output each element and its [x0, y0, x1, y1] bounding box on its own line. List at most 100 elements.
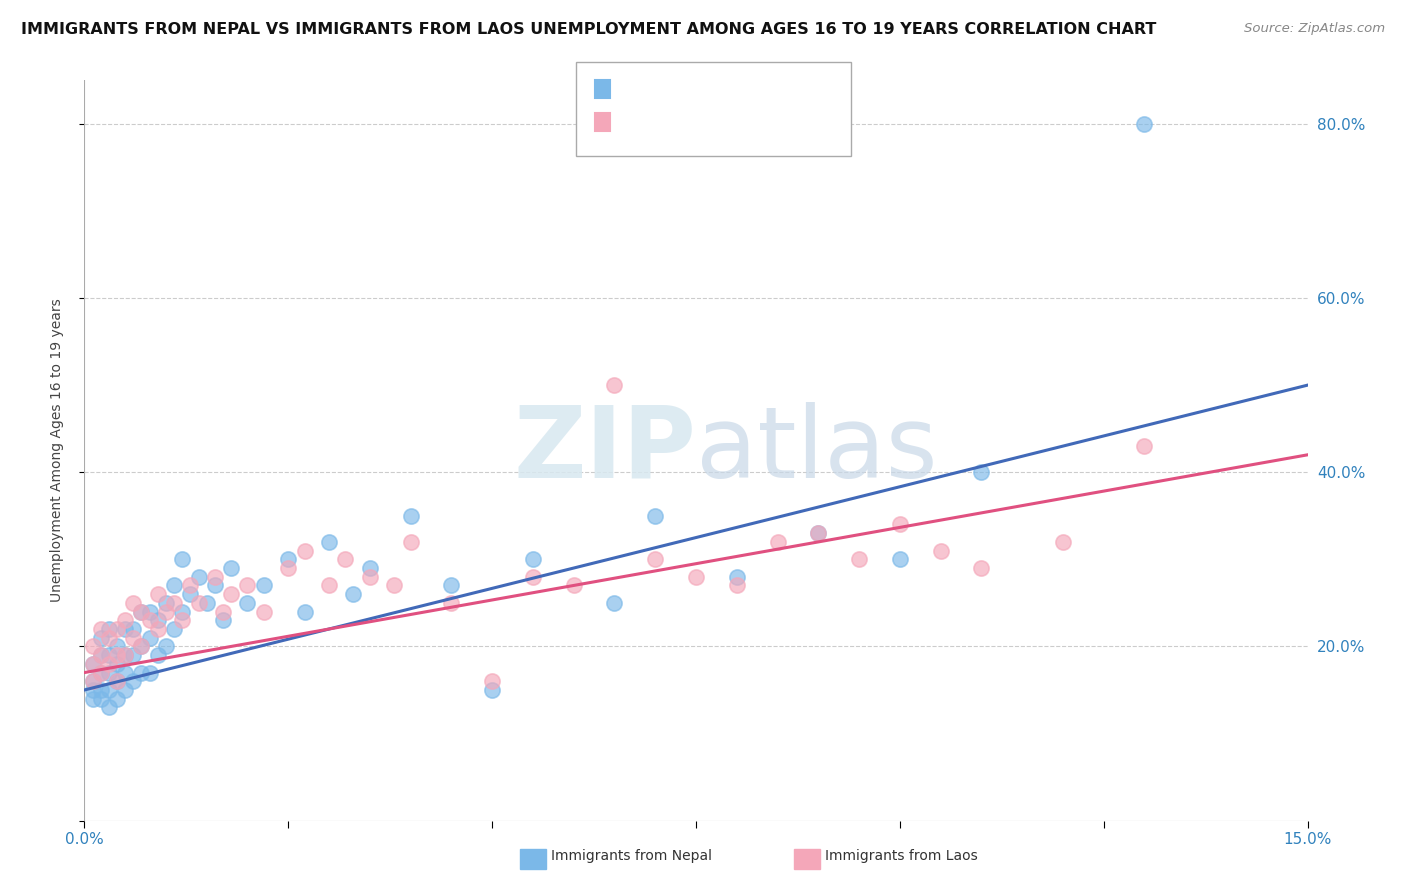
Point: [807, 526, 830, 541]
Point: [440, 578, 463, 592]
Point: [131, 640, 153, 654]
Point: [131, 605, 153, 619]
Point: [481, 683, 503, 698]
Text: ZIP: ZIP: [513, 402, 696, 499]
Point: [90, 631, 112, 645]
Point: [970, 465, 993, 479]
Point: [562, 578, 585, 592]
Point: [277, 561, 299, 575]
Text: Immigrants from Nepal: Immigrants from Nepal: [551, 849, 713, 863]
Point: [318, 535, 340, 549]
Text: 0.265: 0.265: [654, 116, 706, 134]
Point: [172, 613, 194, 627]
Point: [97, 683, 120, 698]
Point: [82, 657, 104, 671]
Point: [138, 665, 160, 680]
Point: [122, 648, 145, 662]
Point: [277, 552, 299, 566]
Point: [146, 587, 169, 601]
Point: [195, 596, 218, 610]
Point: [114, 648, 136, 662]
Point: [179, 578, 201, 592]
Point: [82, 657, 104, 671]
Point: [82, 640, 104, 654]
Point: [219, 587, 242, 601]
Text: Immigrants from Laos: Immigrants from Laos: [825, 849, 979, 863]
Point: [204, 570, 226, 584]
Point: [294, 543, 316, 558]
Point: [122, 622, 145, 636]
Point: [399, 535, 422, 549]
Point: [114, 648, 136, 662]
Point: [97, 665, 120, 680]
Point: [382, 578, 405, 592]
Point: [603, 596, 626, 610]
Text: atlas: atlas: [696, 402, 938, 499]
Point: [212, 613, 235, 627]
Text: 0.335: 0.335: [654, 83, 706, 101]
Text: R =: R =: [620, 83, 657, 101]
Point: [644, 508, 666, 523]
Point: [236, 596, 259, 610]
Point: [146, 622, 169, 636]
Point: [1052, 535, 1074, 549]
Point: [90, 683, 112, 698]
Point: [1133, 439, 1156, 453]
Point: [359, 561, 381, 575]
Point: [155, 640, 177, 654]
Point: [253, 578, 276, 592]
Text: N =: N =: [709, 116, 756, 134]
Point: [105, 622, 128, 636]
Point: [105, 657, 128, 671]
Point: [105, 674, 128, 689]
Point: [603, 378, 626, 392]
Point: [114, 665, 136, 680]
Point: [929, 543, 952, 558]
Point: [163, 578, 186, 592]
Text: R =: R =: [620, 116, 657, 134]
Point: [179, 587, 201, 601]
Point: [90, 691, 112, 706]
Point: [725, 578, 748, 592]
Point: [146, 613, 169, 627]
Point: [236, 578, 259, 592]
Point: [725, 570, 748, 584]
Point: [146, 648, 169, 662]
Point: [90, 622, 112, 636]
Point: [522, 570, 544, 584]
Point: [359, 570, 381, 584]
Point: [766, 535, 789, 549]
Point: [97, 631, 120, 645]
Text: Source: ZipAtlas.com: Source: ZipAtlas.com: [1244, 22, 1385, 36]
Point: [644, 552, 666, 566]
Point: [212, 605, 235, 619]
Point: [114, 683, 136, 698]
Y-axis label: Unemployment Among Ages 16 to 19 years: Unemployment Among Ages 16 to 19 years: [49, 299, 63, 602]
Point: [82, 691, 104, 706]
Point: [105, 640, 128, 654]
Point: [685, 570, 707, 584]
Point: [807, 526, 830, 541]
Point: [131, 665, 153, 680]
Point: [440, 596, 463, 610]
Text: IMMIGRANTS FROM NEPAL VS IMMIGRANTS FROM LAOS UNEMPLOYMENT AMONG AGES 16 TO 19 Y: IMMIGRANTS FROM NEPAL VS IMMIGRANTS FROM…: [21, 22, 1157, 37]
Point: [105, 691, 128, 706]
Point: [204, 578, 226, 592]
Point: [187, 570, 209, 584]
Point: [138, 631, 160, 645]
Point: [82, 674, 104, 689]
Point: [889, 517, 911, 532]
Point: [889, 552, 911, 566]
Point: [90, 648, 112, 662]
Point: [172, 552, 194, 566]
Text: N =: N =: [709, 83, 756, 101]
Point: [399, 508, 422, 523]
Point: [163, 622, 186, 636]
Point: [97, 648, 120, 662]
Text: 63: 63: [754, 83, 776, 101]
Text: 53: 53: [754, 116, 776, 134]
Point: [97, 622, 120, 636]
Point: [82, 683, 104, 698]
Point: [131, 640, 153, 654]
Point: [155, 596, 177, 610]
